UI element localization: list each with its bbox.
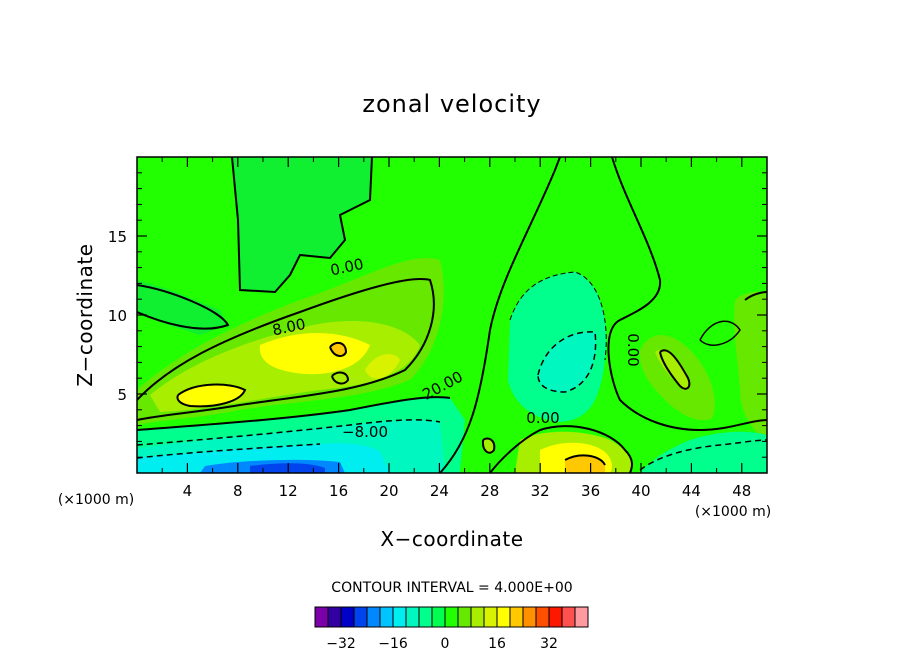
contour-region [365, 354, 400, 379]
colorbar-swatch [366, 606, 381, 628]
contour-interval-text: CONTOUR INTERVAL = 4.000E+00 [331, 580, 572, 596]
x-tick-label: 4 [183, 482, 193, 500]
colorbar-swatch [379, 606, 394, 628]
contour-region [482, 438, 495, 453]
y-axis: 5 10 15 [108, 172, 767, 458]
contour-fill [137, 157, 767, 473]
contour-region [734, 291, 767, 440]
x-tick-label: 24 [430, 482, 449, 500]
contour-lines [137, 157, 767, 473]
x-axis: 4 8 12 16 20 24 28 32 36 40 44 48 [161, 157, 751, 500]
colorbar-swatch [353, 606, 368, 628]
colorbar-swatch [522, 606, 537, 628]
colorbar-swatch [470, 606, 485, 628]
colorbar-swatch [574, 606, 589, 628]
colorbar [314, 606, 589, 628]
x-tick-label: 28 [480, 482, 499, 500]
x-tick-label: 32 [531, 482, 550, 500]
colorbar-swatch [483, 606, 498, 628]
colorbar-tick-label: −16 [378, 636, 408, 652]
colorbar-swatch [561, 606, 576, 628]
colorbar-swatch [418, 606, 433, 628]
y-tick-label: 10 [108, 307, 127, 325]
colorbar-swatch [340, 606, 355, 628]
contour-region [538, 331, 596, 392]
colorbar-tick-label: −32 [326, 636, 356, 652]
contour-label: −8.00 [342, 423, 388, 441]
colorbar-swatch [548, 606, 563, 628]
contour-label: 0.00 [526, 409, 559, 427]
x-tick-label: 48 [732, 482, 751, 500]
x-tick-label: 12 [279, 482, 298, 500]
colorbar-swatch [444, 606, 459, 628]
x-tick-label: 40 [631, 482, 650, 500]
x-tick-label: 16 [329, 482, 348, 500]
contour-region [177, 384, 245, 407]
contour-region [250, 463, 325, 473]
y-tick-label: 5 [117, 386, 127, 404]
contour-label: 0.00 [624, 333, 642, 366]
colorbar-swatch [431, 606, 446, 628]
x-axis-label: X−coordinate [380, 527, 523, 551]
x-tick-label: 8 [233, 482, 243, 500]
x-unit-right: (×1000 m) [695, 504, 771, 520]
y-axis-label: Z−coordinate [73, 243, 97, 386]
chart-title: zonal velocity [362, 90, 541, 118]
colorbar-tick-label: 0 [441, 636, 450, 652]
colorbar-swatch [327, 606, 342, 628]
colorbar-swatch [509, 606, 524, 628]
x-tick-label: 36 [581, 482, 600, 500]
colorbar-ticks: −32 −16 0 16 32 [326, 636, 558, 652]
colorbar-tick-label: 16 [488, 636, 506, 652]
x-unit-left: (×1000 m) [58, 492, 134, 508]
y-tick-label: 15 [108, 228, 127, 246]
contour-region [565, 455, 605, 473]
colorbar-swatch [496, 606, 511, 628]
x-tick-label: 44 [682, 482, 701, 500]
colorbar-swatch [314, 606, 329, 628]
contour-region [640, 431, 767, 473]
colorbar-swatch [535, 606, 550, 628]
colorbar-swatch [405, 606, 420, 628]
contour-region [232, 157, 372, 292]
colorbar-swatch [457, 606, 472, 628]
colorbar-swatch [392, 606, 407, 628]
x-tick-label: 20 [379, 482, 398, 500]
colorbar-tick-label: 32 [540, 636, 558, 652]
